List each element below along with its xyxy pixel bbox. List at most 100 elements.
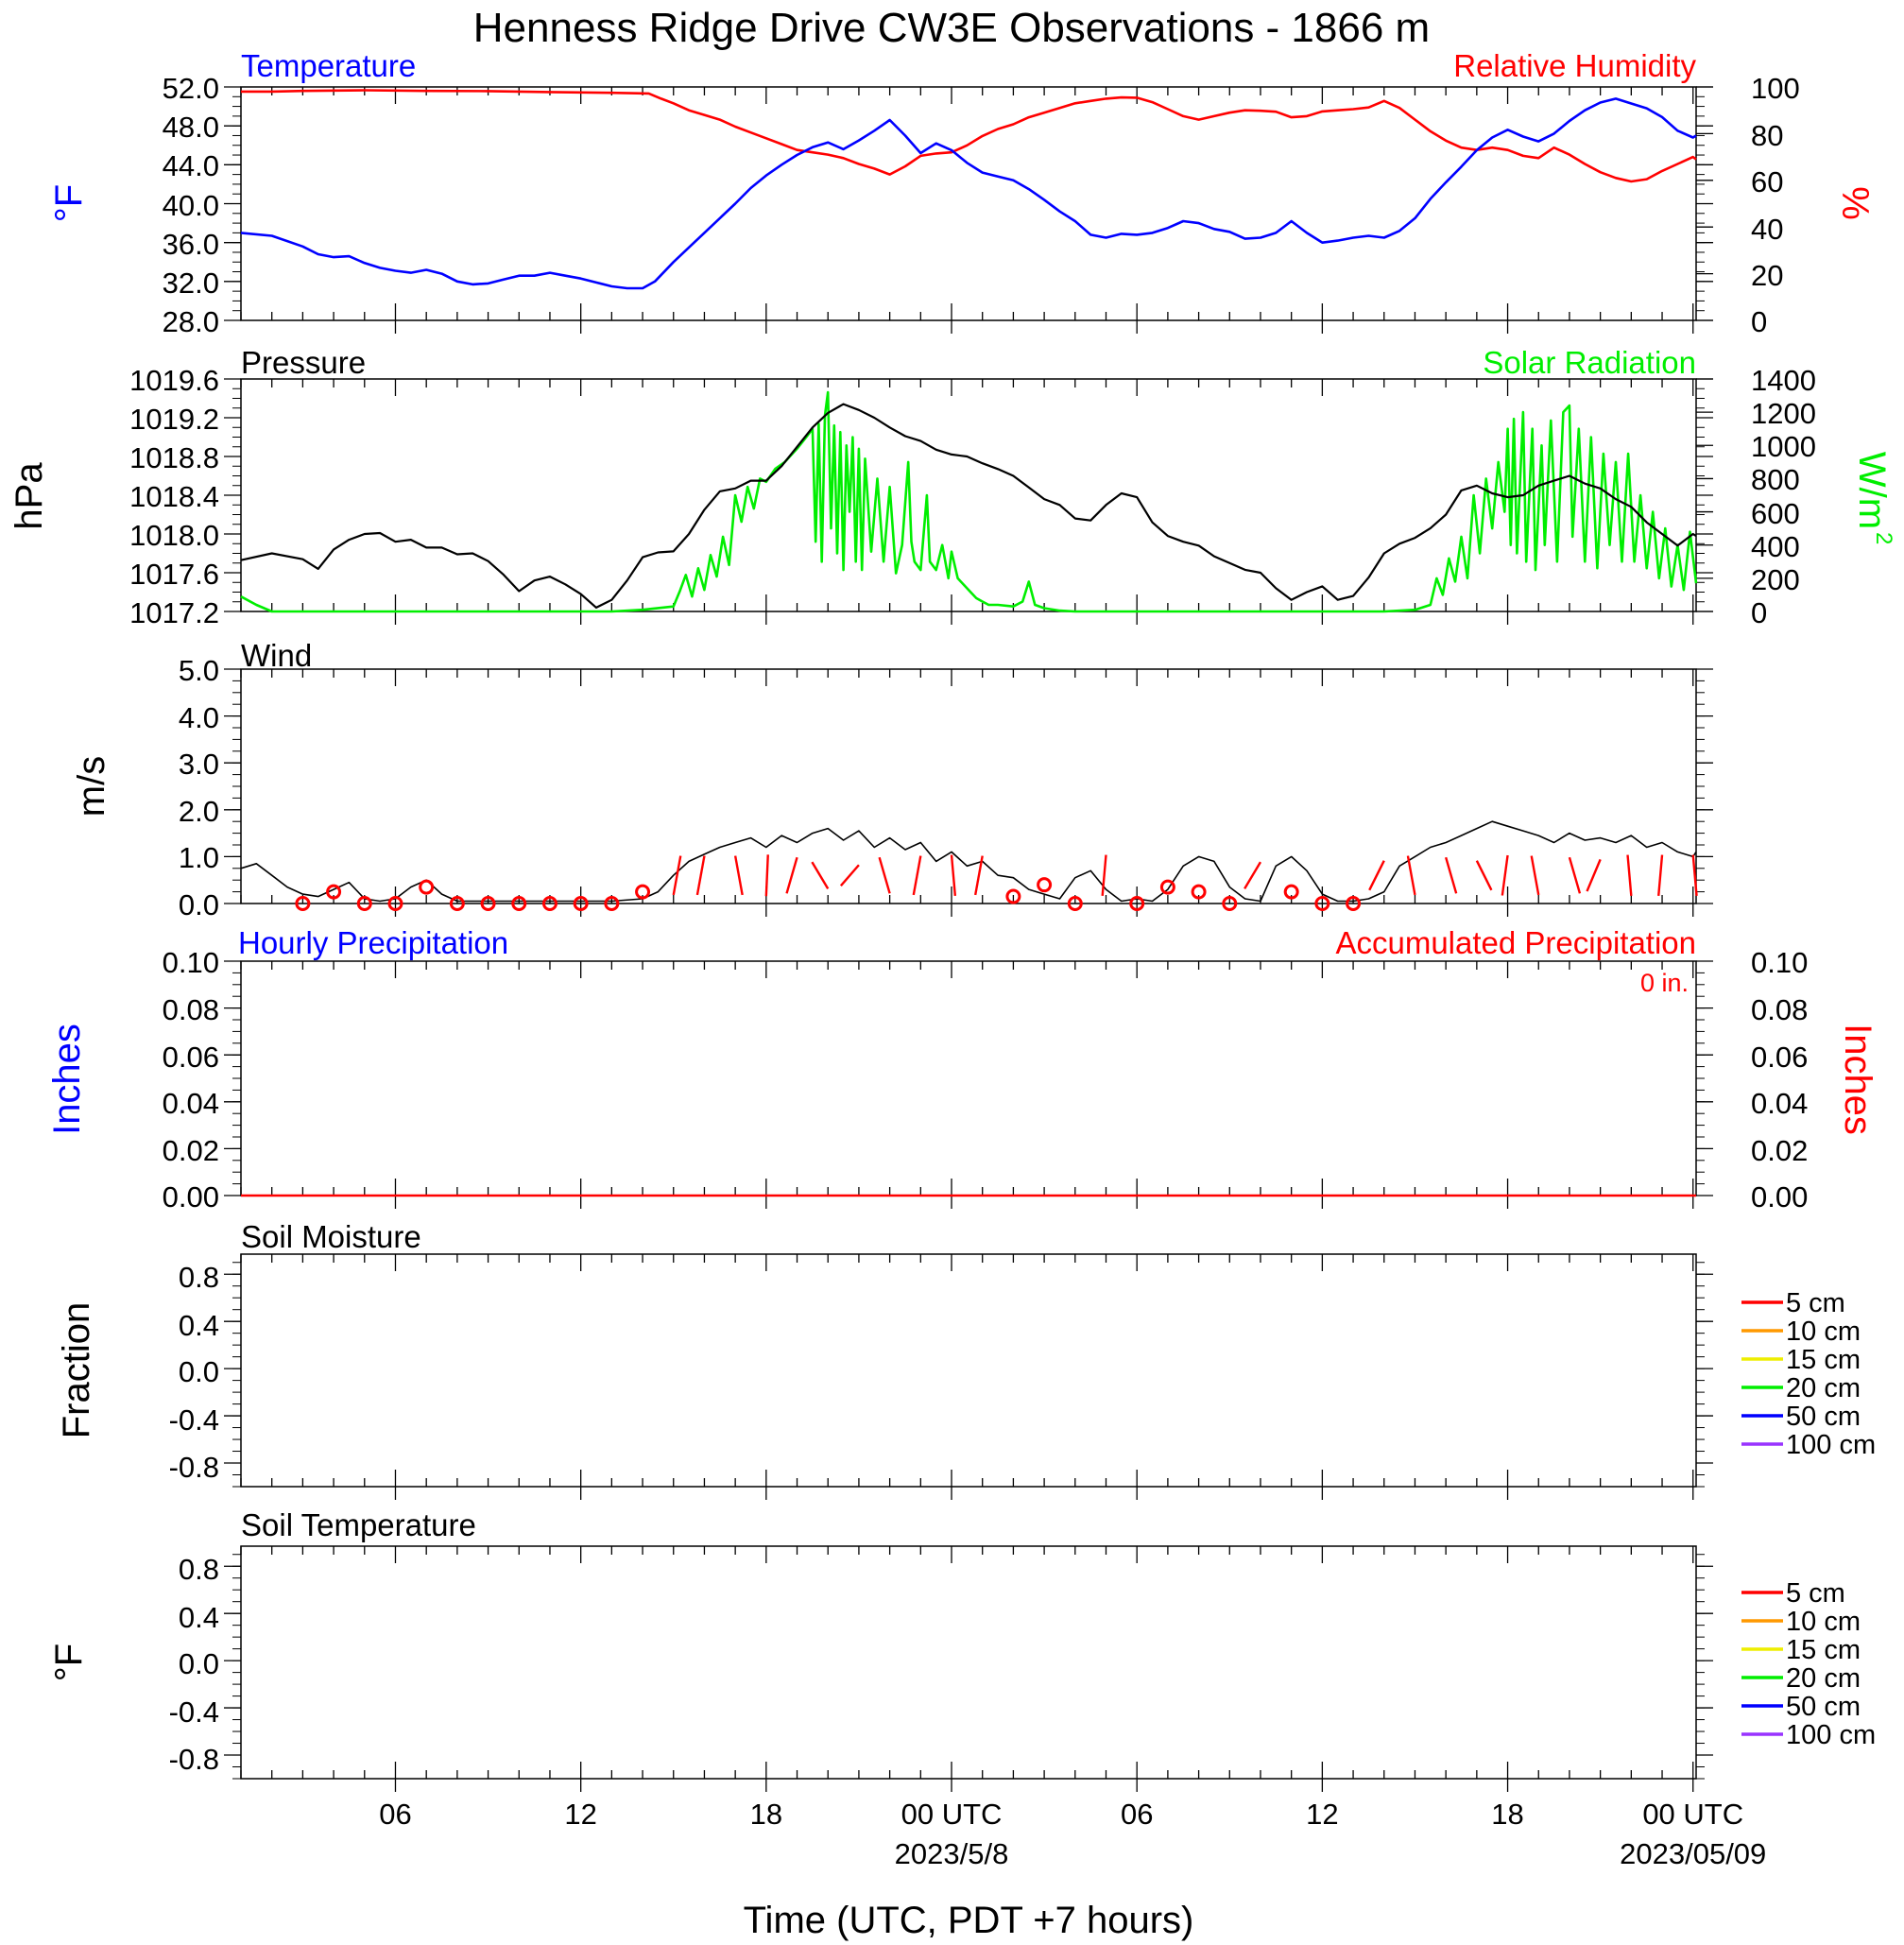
wind-grid bbox=[224, 668, 1713, 917]
soil-moisture-unit-label: Fraction bbox=[56, 1302, 97, 1439]
wind-tick-label: 0.0 bbox=[179, 888, 219, 921]
soil-temperature-tick-label: -0.8 bbox=[169, 1743, 219, 1776]
precip-right-tick-label: 0.04 bbox=[1751, 1087, 1808, 1120]
humidity-unit-label: % bbox=[1834, 186, 1876, 220]
wind-calm-circle bbox=[480, 896, 496, 911]
soil-temperature-frame bbox=[240, 1545, 1697, 1780]
wind-barb bbox=[1657, 854, 1664, 897]
wind-barb bbox=[1244, 861, 1262, 889]
soil-temperature-grid bbox=[224, 1546, 1713, 1792]
pressure-solar-frame bbox=[240, 378, 1697, 612]
x-tick-label: 18 bbox=[750, 1798, 782, 1831]
pressure-solar-panel: Pressure Solar Radiation 1017.2 1017.6 1… bbox=[9, 345, 1896, 629]
humidity-right-tick-label: 20 bbox=[1751, 259, 1783, 292]
temp-rh-panel: Temperature Relative Humidity 28.0 32.0 … bbox=[48, 48, 1876, 338]
temperature-left-tick-label: 48.0 bbox=[163, 111, 219, 144]
wind-tick-label: 1.0 bbox=[179, 841, 219, 874]
solar-unit-superscript: 2 bbox=[1871, 532, 1896, 544]
legend-label: 5 cm bbox=[1786, 1578, 1845, 1609]
temperature-left-tick-label: 52.0 bbox=[163, 72, 219, 105]
solar-right-tick-label: 1200 bbox=[1751, 397, 1816, 430]
wind-barb bbox=[785, 856, 798, 894]
precip-left-tick-label: 0.08 bbox=[163, 993, 219, 1026]
soil-temperature-tick-label: 0.8 bbox=[179, 1553, 219, 1586]
temp-rh-lines bbox=[240, 89, 1697, 290]
solar-right-tick-label: 200 bbox=[1751, 563, 1800, 596]
x-tick-label: 00 UTC bbox=[1642, 1798, 1743, 1831]
solar-right-tick-label: 1400 bbox=[1751, 364, 1816, 397]
wind-calm-circle bbox=[449, 896, 465, 911]
wind-tick-label: 4.0 bbox=[179, 701, 219, 734]
wind-calm-circle bbox=[1191, 884, 1207, 900]
wind-barb bbox=[1691, 854, 1698, 897]
temperature-left-tick-label: 36.0 bbox=[163, 228, 219, 261]
accum-precip-total: 0 in. bbox=[1640, 969, 1689, 997]
soil-moisture-tick-label: 0.4 bbox=[179, 1309, 219, 1342]
wind-barb bbox=[912, 855, 922, 896]
wind-barb bbox=[1501, 854, 1509, 896]
wind-tick-label: 2.0 bbox=[179, 795, 219, 828]
wind-barb bbox=[811, 861, 830, 889]
x-tick-label: 12 bbox=[1306, 1798, 1338, 1831]
wind-calm-circle bbox=[1314, 896, 1330, 911]
legend-label: 20 cm bbox=[1786, 1373, 1861, 1403]
x-axis-labels: 06 12 18 00 UTC 2023/5/8 06 12 18 00 UTC 2023/05/… bbox=[379, 1798, 1766, 1870]
soil-moisture-tick-label: -0.4 bbox=[169, 1403, 219, 1437]
temp-rh-frame bbox=[240, 86, 1697, 321]
soil-moisture-tick-label: 0.0 bbox=[179, 1355, 219, 1388]
legend-label: 10 cm bbox=[1786, 1317, 1861, 1347]
soil-temperature-tick-label: -0.4 bbox=[169, 1695, 219, 1729]
wind-calm-circle bbox=[1037, 877, 1053, 893]
precip-left-tick-label: 0.00 bbox=[163, 1180, 219, 1213]
wind-barb bbox=[1445, 856, 1458, 894]
solar-right-tick-label: 0 bbox=[1751, 596, 1767, 629]
precip-right-tick-label: 0.06 bbox=[1751, 1041, 1808, 1074]
soil-moisture-frame bbox=[240, 1253, 1697, 1488]
pressure-left-tick-label: 1017.2 bbox=[129, 596, 219, 629]
precip-right-tick-label: 0.02 bbox=[1751, 1134, 1808, 1167]
humidity-right-tick-label: 80 bbox=[1751, 119, 1783, 152]
hourly-precip-title: Hourly Precipitation bbox=[238, 925, 508, 960]
temperature-title: Temperature bbox=[241, 48, 416, 83]
wind-barb bbox=[1368, 860, 1385, 891]
humidity-line bbox=[241, 89, 1697, 183]
pressure-left-tick-label: 1017.6 bbox=[129, 558, 219, 591]
wind-calm-circle bbox=[1005, 888, 1021, 904]
chart-title: Henness Ridge Drive CW3E Observations - … bbox=[473, 5, 1430, 51]
wind-calm-circle bbox=[1129, 896, 1145, 911]
pressure-title: Pressure bbox=[241, 345, 366, 380]
temperature-line bbox=[240, 97, 1697, 290]
wind-barb bbox=[764, 854, 769, 897]
wind-calm-circle bbox=[573, 896, 589, 911]
x-tick-label: 00 UTC bbox=[901, 1798, 1003, 1831]
accum-precip-title: Accumulated Precipitation bbox=[1335, 925, 1696, 960]
precip-right-tick-label: 0.08 bbox=[1751, 993, 1808, 1026]
wind-barb bbox=[878, 856, 891, 894]
legend-label: 15 cm bbox=[1786, 1635, 1861, 1665]
soil-temperature-unit-label: °F bbox=[48, 1644, 90, 1681]
solar-radiation-line bbox=[240, 390, 1698, 613]
legend-label: 15 cm bbox=[1786, 1345, 1861, 1375]
legend-label: 5 cm bbox=[1786, 1288, 1845, 1318]
x-tick-label: 18 bbox=[1491, 1798, 1523, 1831]
precip-frame bbox=[240, 960, 1697, 1196]
humidity-right-tick-label: 0 bbox=[1751, 305, 1767, 338]
wind-calm-circle bbox=[511, 896, 527, 911]
temperature-left-tick-label: 40.0 bbox=[163, 189, 219, 222]
legend-label: 20 cm bbox=[1786, 1663, 1861, 1694]
wind-calm-circle bbox=[419, 879, 435, 895]
wind-barb bbox=[839, 864, 860, 887]
wind-calm-circle bbox=[1346, 896, 1362, 911]
humidity-right-tick-label: 40 bbox=[1751, 213, 1783, 246]
x-tick-date-label: 2023/5/8 bbox=[895, 1837, 1009, 1870]
wind-lines bbox=[240, 820, 1698, 911]
soil-temperature-tick-label: 0.4 bbox=[179, 1601, 219, 1634]
solar-unit-label: W/m 2 bbox=[1851, 452, 1896, 544]
precip-grid bbox=[224, 960, 1713, 1209]
solar-right-tick-label: 400 bbox=[1751, 530, 1800, 563]
wind-calm-circle bbox=[387, 896, 403, 911]
legend-label: 100 cm bbox=[1786, 1720, 1876, 1750]
